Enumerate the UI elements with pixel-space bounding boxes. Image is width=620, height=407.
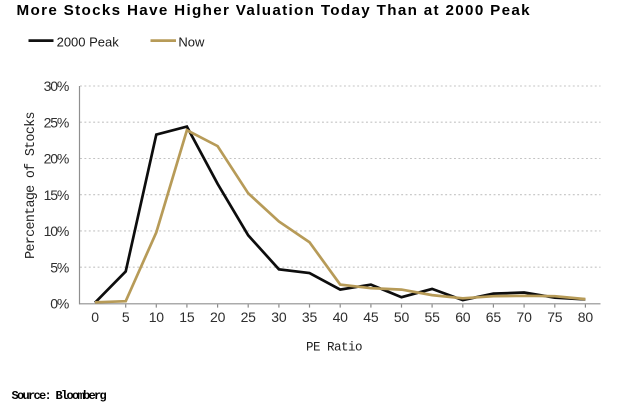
svg-text:0%: 0% bbox=[50, 295, 69, 311]
svg-text:5%: 5% bbox=[50, 259, 69, 275]
svg-text:80: 80 bbox=[578, 309, 594, 325]
svg-text:15%: 15% bbox=[44, 187, 69, 203]
svg-text:25%: 25% bbox=[44, 114, 69, 130]
svg-text:30: 30 bbox=[271, 309, 287, 325]
svg-text:40: 40 bbox=[333, 309, 349, 325]
svg-text:Source: Bloomberg: Source: Bloomberg bbox=[12, 389, 107, 403]
svg-text:30%: 30% bbox=[44, 78, 69, 94]
svg-text:More Stocks Have Higher Valuat: More Stocks Have Higher Valuation Today … bbox=[17, 2, 531, 19]
svg-text:PE Ratio: PE Ratio bbox=[306, 341, 362, 355]
svg-text:25: 25 bbox=[241, 309, 257, 325]
svg-text:0: 0 bbox=[91, 309, 99, 325]
svg-text:65: 65 bbox=[486, 309, 502, 325]
svg-text:35: 35 bbox=[302, 309, 318, 325]
svg-text:15: 15 bbox=[179, 309, 195, 325]
svg-text:Now: Now bbox=[178, 34, 205, 49]
svg-text:50: 50 bbox=[394, 309, 410, 325]
svg-text:10%: 10% bbox=[44, 223, 69, 239]
svg-text:20%: 20% bbox=[44, 151, 69, 167]
svg-text:70: 70 bbox=[517, 309, 533, 325]
svg-text:Percentage of Stocks: Percentage of Stocks bbox=[24, 112, 39, 259]
svg-text:10: 10 bbox=[149, 309, 165, 325]
svg-text:2000 Peak: 2000 Peak bbox=[57, 34, 120, 49]
svg-text:55: 55 bbox=[425, 309, 441, 325]
svg-text:45: 45 bbox=[363, 309, 379, 325]
svg-text:60: 60 bbox=[455, 309, 471, 325]
svg-text:75: 75 bbox=[547, 309, 563, 325]
svg-text:20: 20 bbox=[210, 309, 226, 325]
svg-text:5: 5 bbox=[122, 309, 130, 325]
